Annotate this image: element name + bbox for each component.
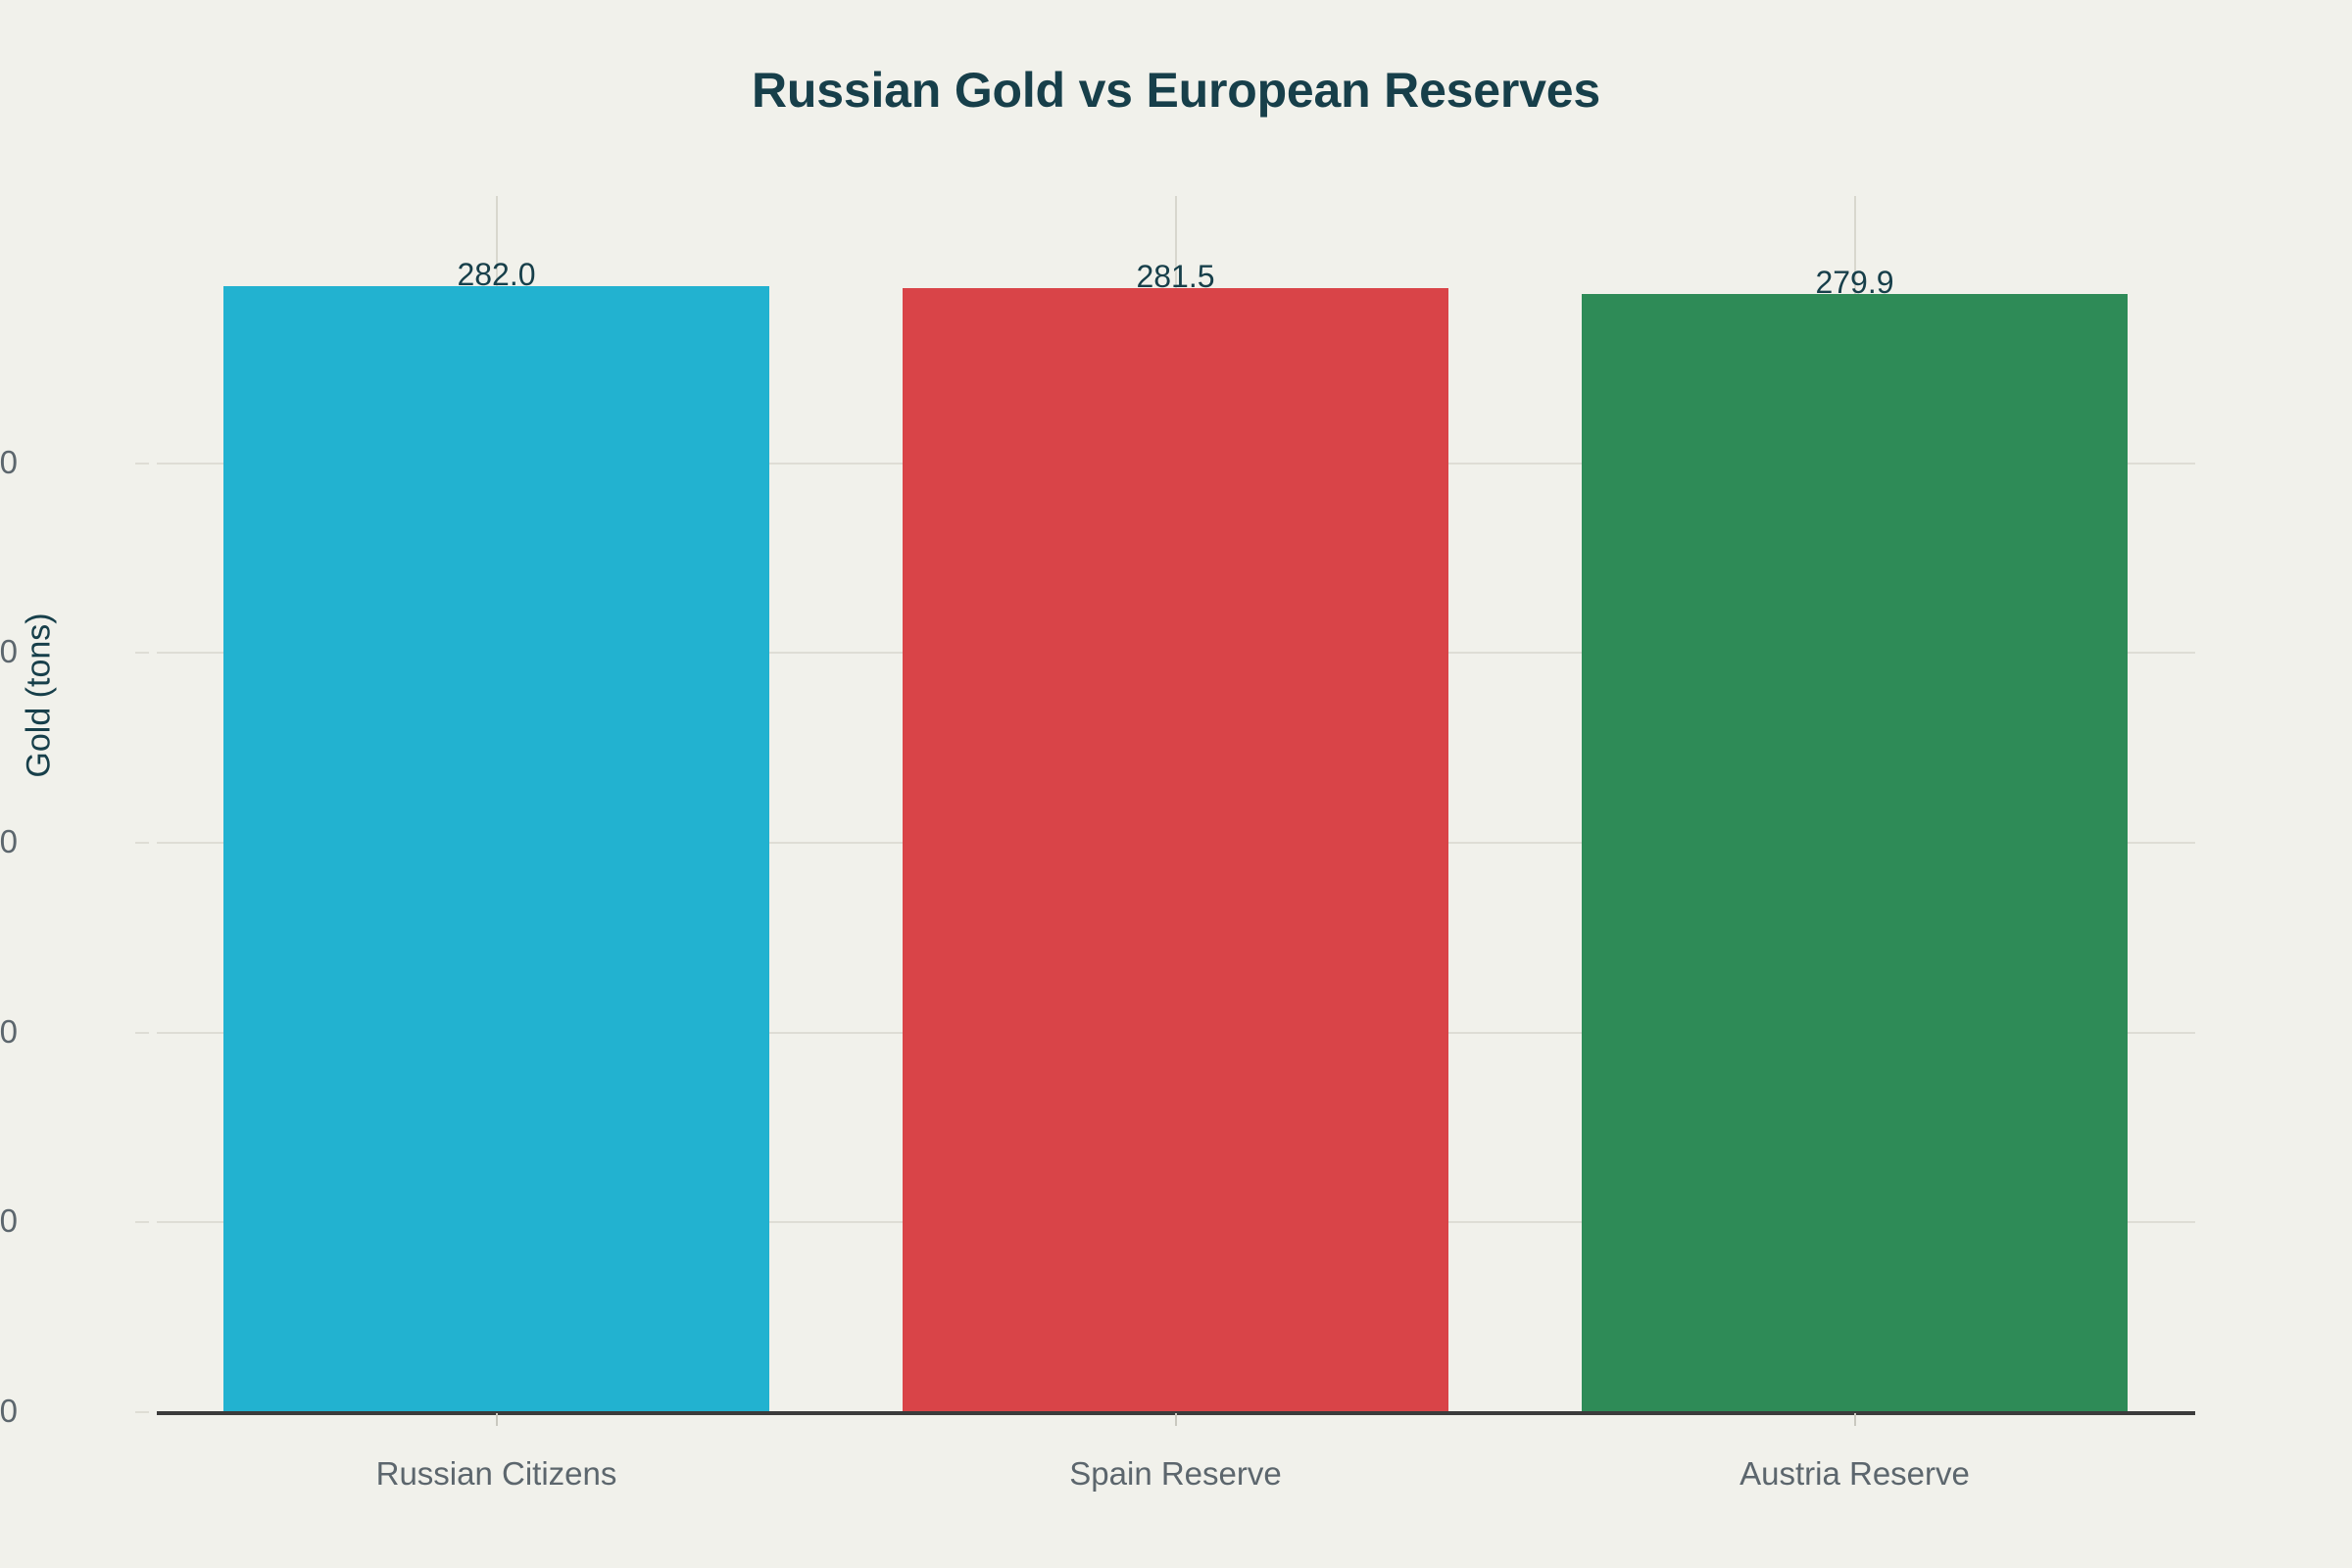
y-tick-mark-150 (135, 842, 149, 844)
x-tick-label-spain-reserve: Spain Reserve (1069, 1455, 1282, 1492)
category-gridline-3 (1854, 196, 1856, 345)
category-gridline-1 (496, 196, 498, 345)
bar-value-spain-reserve: 281.5 (1136, 259, 1215, 294)
y-axis-title: Gold (tons) (20, 612, 58, 778)
y-tick-mark-100 (135, 1032, 149, 1034)
x-tick-label-austria-reserve: Austria Reserve (1740, 1455, 1970, 1492)
y-tick-label-200: 200 (0, 633, 18, 669)
plot-area: 250 200 150 100 50 0 282.0 281.5 279.9 R… (0, 196, 2195, 1492)
bar-value-russian-citizens: 282.0 (457, 257, 536, 292)
bar-russian-citizens[interactable] (223, 286, 769, 1411)
bar-value-austria-reserve: 279.9 (1815, 265, 1894, 300)
y-tick-mark-50 (135, 1221, 149, 1223)
page-title: Russian Gold vs European Reserves (752, 63, 1600, 118)
y-tick-label-250: 250 (0, 444, 18, 480)
bar-spain-reserve[interactable] (903, 288, 1448, 1411)
y-tick-label-0: 0 (0, 1393, 18, 1429)
category-gridline-2 (1175, 196, 1177, 345)
x-tick-mark-2 (1175, 1413, 1177, 1426)
y-tick-mark-0 (135, 1411, 149, 1413)
y-tick-label-100: 100 (0, 1013, 18, 1050)
y-tick-label-50: 50 (0, 1202, 18, 1239)
y-tick-mark-250 (135, 463, 149, 465)
y-tick-label-150: 150 (0, 823, 18, 859)
y-tick-mark-200 (135, 652, 149, 654)
x-tick-mark-3 (1854, 1413, 1856, 1426)
x-tick-label-russian-citizens: Russian Citizens (375, 1455, 617, 1492)
x-tick-mark-1 (496, 1413, 498, 1426)
bar-austria-reserve[interactable] (1582, 294, 2128, 1411)
